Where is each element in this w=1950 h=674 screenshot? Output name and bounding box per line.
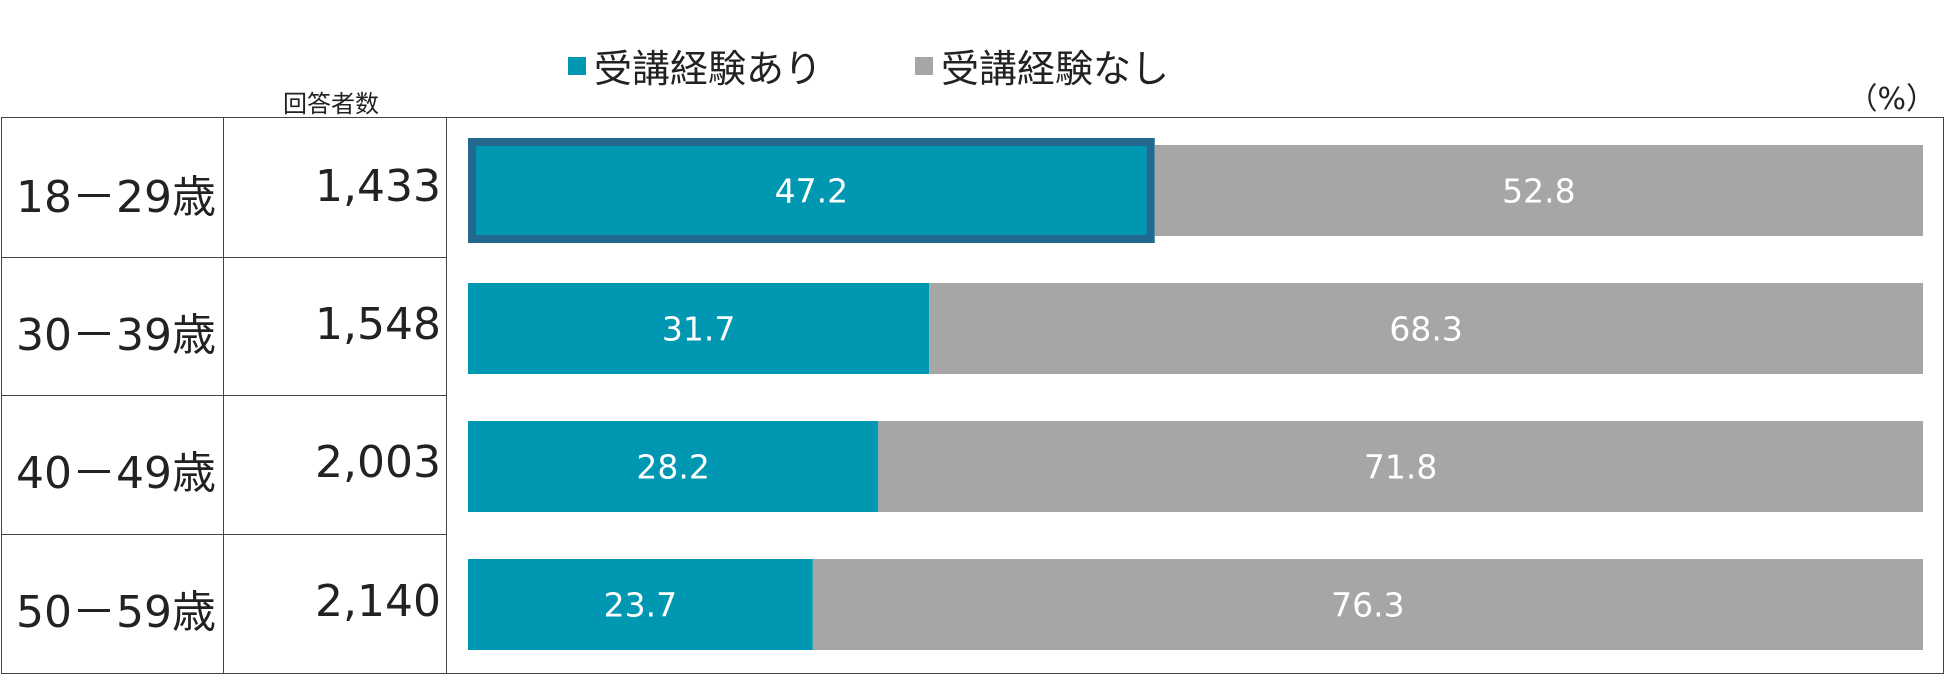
bar-label-yes-3: 28.2 <box>636 448 709 487</box>
bar-label-no-4: 76.3 <box>1331 586 1404 625</box>
legend-swatch-no <box>915 56 933 75</box>
row-count-2: 1,548 <box>315 299 441 350</box>
data-table: 18－29歳 30－39歳 40－49歳 50－59歳 1,433 1,548 … <box>1 117 1944 674</box>
bar-label-yes-2: 31.7 <box>662 310 735 349</box>
row-divider-2 <box>2 395 446 396</box>
row-divider-3 <box>2 534 446 535</box>
legend-label-no: 受講経験なし <box>941 47 1170 91</box>
row-label-1: 18－29歳 <box>16 172 216 223</box>
row-count-3: 2,003 <box>315 437 441 488</box>
count-header: 回答者数 <box>283 90 379 118</box>
row-count-1: 1,433 <box>315 161 441 212</box>
bar-no-2 <box>929 283 1923 374</box>
unit-label: （%） <box>1847 82 1936 117</box>
legend-label-yes: 受講経験あり <box>594 47 823 91</box>
bar-yes-3 <box>468 421 879 512</box>
bar-yes-1 <box>468 138 1155 243</box>
legend-swatch-yes <box>568 56 586 75</box>
row-count-4: 2,140 <box>315 576 441 627</box>
bar-no-3 <box>878 421 1923 512</box>
bar-no-1 <box>1154 145 1923 236</box>
row-label-4: 50－59歳 <box>16 587 216 638</box>
bar-label-yes-4: 23.7 <box>604 586 677 625</box>
bar-no-4 <box>812 559 1924 650</box>
bar-label-no-3: 71.8 <box>1364 448 1437 487</box>
table-divider-2 <box>446 118 447 673</box>
row-label-3: 40－49歳 <box>16 448 216 499</box>
bar-label-no-2: 68.3 <box>1389 310 1462 349</box>
bar-yes-4 <box>468 559 813 650</box>
row-divider-1 <box>2 257 446 258</box>
bar-yes-2 <box>468 283 930 374</box>
legend-item-no: 受講経験なし <box>915 38 1169 93</box>
bar-label-no-1: 52.8 <box>1502 172 1575 211</box>
legend-item-yes: 受講経験あり <box>568 38 822 93</box>
row-label-2: 30－39歳 <box>16 310 216 361</box>
bar-label-yes-1: 47.2 <box>775 172 848 211</box>
